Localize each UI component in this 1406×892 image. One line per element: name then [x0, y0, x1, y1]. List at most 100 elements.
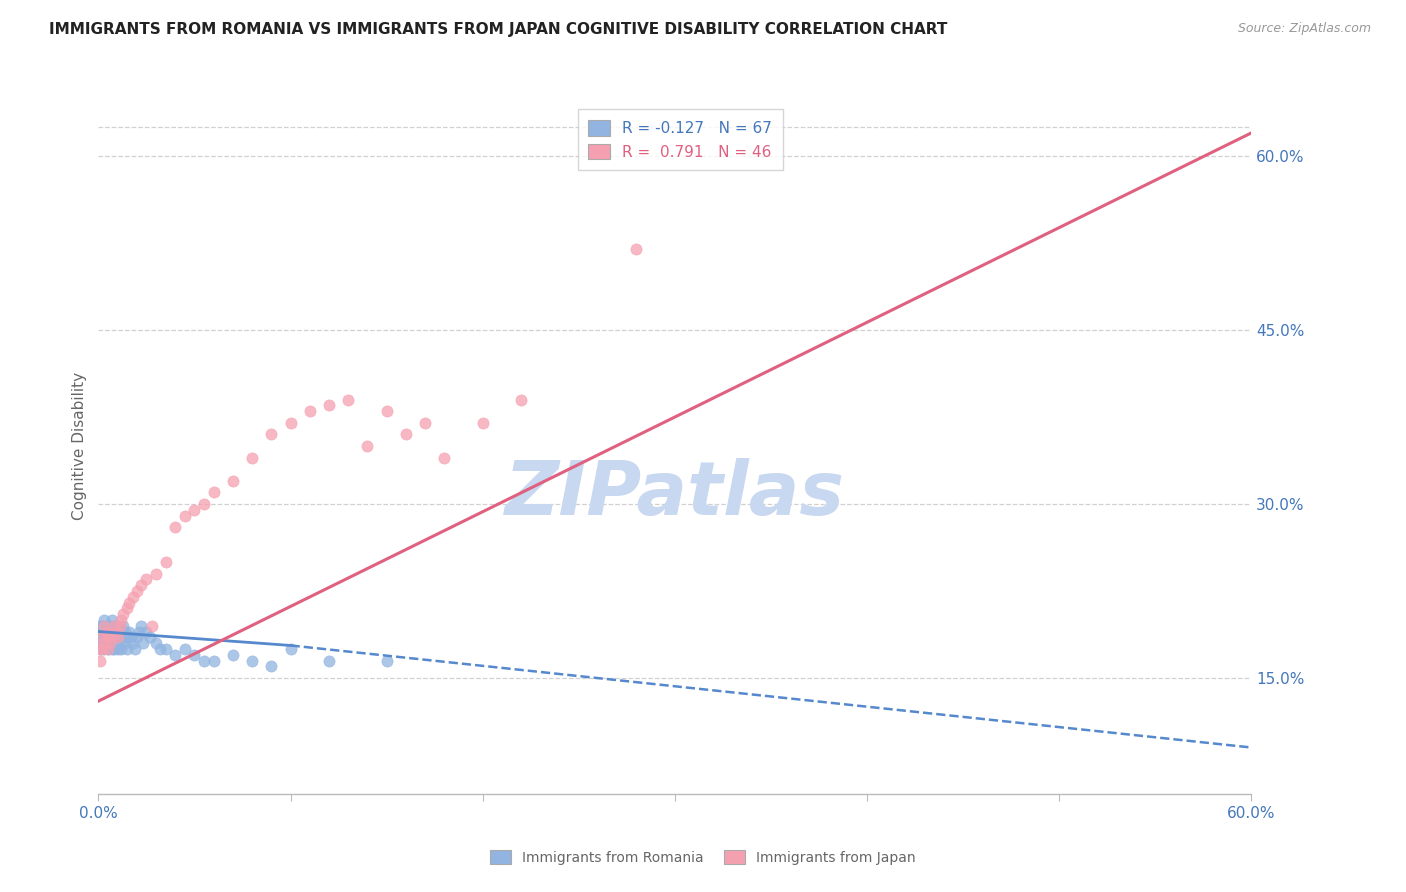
Point — [193, 497, 215, 511]
Point — [510, 392, 533, 407]
Point — [174, 508, 197, 523]
Point — [93, 642, 115, 657]
Point — [135, 624, 157, 639]
Point — [118, 624, 141, 639]
Point — [222, 474, 245, 488]
Point — [141, 619, 163, 633]
Point — [260, 427, 283, 442]
Point — [125, 583, 148, 598]
Point — [122, 590, 145, 604]
Point — [165, 648, 187, 662]
Point — [98, 636, 121, 650]
Point — [93, 619, 115, 633]
Point — [89, 636, 111, 650]
Point — [94, 624, 117, 639]
Point — [108, 630, 131, 644]
Point — [97, 630, 120, 644]
Point — [98, 624, 121, 639]
Point — [91, 636, 114, 650]
Point — [97, 619, 120, 633]
Point — [118, 596, 141, 610]
Point — [91, 630, 114, 644]
Legend: Immigrants from Romania, Immigrants from Japan: Immigrants from Romania, Immigrants from… — [484, 843, 922, 871]
Point — [117, 601, 139, 615]
Point — [104, 624, 127, 639]
Point — [89, 642, 111, 657]
Point — [120, 630, 142, 644]
Point — [103, 619, 125, 633]
Point — [433, 450, 456, 465]
Point — [101, 630, 124, 644]
Point — [149, 642, 172, 657]
Point — [129, 578, 152, 592]
Point — [91, 642, 114, 657]
Point — [91, 630, 114, 644]
Point — [89, 630, 111, 644]
Point — [356, 439, 378, 453]
Point — [222, 648, 245, 662]
Point — [135, 573, 157, 587]
Point — [202, 485, 225, 500]
Point — [91, 624, 114, 639]
Point — [165, 520, 187, 534]
Point — [98, 619, 121, 633]
Point — [240, 653, 263, 667]
Point — [108, 619, 131, 633]
Point — [97, 642, 120, 657]
Point — [108, 619, 131, 633]
Point — [124, 642, 146, 657]
Point — [97, 630, 120, 644]
Point — [110, 613, 132, 627]
Point — [129, 619, 152, 633]
Legend: R = -0.127   N = 67, R =  0.791   N = 46: R = -0.127 N = 67, R = 0.791 N = 46 — [578, 109, 783, 170]
Point — [112, 619, 135, 633]
Text: Source: ZipAtlas.com: Source: ZipAtlas.com — [1237, 22, 1371, 36]
Point — [112, 630, 135, 644]
Point — [101, 613, 124, 627]
Point — [375, 404, 398, 418]
Point — [202, 653, 225, 667]
Point — [122, 636, 145, 650]
Point — [240, 450, 263, 465]
Point — [91, 619, 114, 633]
Point — [193, 653, 215, 667]
Point — [107, 619, 129, 633]
Point — [98, 630, 121, 644]
Point — [128, 624, 150, 639]
Point — [101, 642, 124, 657]
Point — [94, 636, 117, 650]
Point — [117, 630, 139, 644]
Point — [103, 619, 125, 633]
Point — [89, 624, 111, 639]
Point — [93, 636, 115, 650]
Point — [413, 416, 436, 430]
Point — [93, 613, 115, 627]
Point — [103, 630, 125, 644]
Point — [145, 636, 167, 650]
Point — [139, 630, 162, 644]
Point — [131, 636, 153, 650]
Point — [117, 642, 139, 657]
Point — [101, 630, 124, 644]
Point — [260, 659, 283, 673]
Point — [125, 630, 148, 644]
Point — [183, 648, 205, 662]
Point — [114, 624, 136, 639]
Point — [94, 630, 117, 644]
Point — [107, 630, 129, 644]
Text: IMMIGRANTS FROM ROMANIA VS IMMIGRANTS FROM JAPAN COGNITIVE DISABILITY CORRELATIO: IMMIGRANTS FROM ROMANIA VS IMMIGRANTS FR… — [49, 22, 948, 37]
Point — [94, 624, 117, 639]
Point — [155, 555, 177, 569]
Point — [107, 636, 129, 650]
Point — [375, 653, 398, 667]
Point — [626, 242, 648, 256]
Point — [89, 653, 111, 667]
Point — [114, 636, 136, 650]
Point — [93, 630, 115, 644]
Point — [183, 502, 205, 516]
Text: ZIPatlas: ZIPatlas — [505, 458, 845, 532]
Point — [93, 619, 115, 633]
Y-axis label: Cognitive Disability: Cognitive Disability — [72, 372, 87, 520]
Point — [110, 624, 132, 639]
Point — [318, 653, 340, 667]
